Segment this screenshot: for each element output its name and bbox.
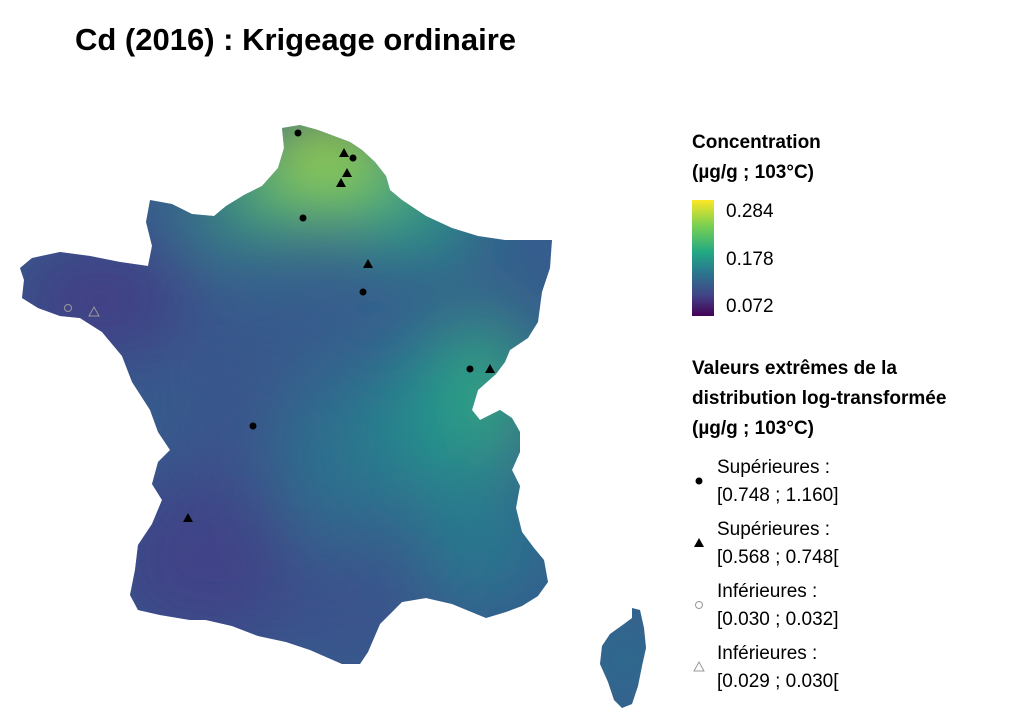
color-gradient <box>692 200 714 316</box>
marker-upper-extreme <box>299 214 307 222</box>
tick-label-high: 0.284 <box>726 201 774 222</box>
marker-upper-high <box>336 178 346 187</box>
concentration-colorbar: 0.284 0.178 0.072 <box>692 200 832 320</box>
marker-upper-high <box>342 168 352 177</box>
marker-upper-extreme <box>349 154 357 162</box>
filled-circle-icon <box>695 477 703 485</box>
sample-markers <box>64 129 495 522</box>
marker-upper-extreme <box>359 288 367 296</box>
marker-upper-high <box>183 513 193 522</box>
tick-label-low: 0.072 <box>726 296 774 317</box>
tick-label-mid: 0.178 <box>726 249 774 270</box>
open-triangle-icon <box>693 660 705 672</box>
marker-upper-high <box>339 148 349 157</box>
extremes-legend-title: Valeurs extrêmes de la distribution log-… <box>692 358 947 439</box>
open-circle-icon <box>695 601 703 609</box>
concentration-legend-title: Concentration (µg/g ; 103°C) <box>692 132 821 183</box>
marker-upper-high <box>485 364 495 373</box>
marker-lower-low <box>88 305 100 317</box>
krigeage-surface <box>20 125 646 708</box>
marker-upper-extreme <box>294 129 302 137</box>
marker-upper-high <box>363 259 373 268</box>
filled-triangle-icon <box>694 538 704 547</box>
marker-lower-extreme <box>64 304 72 312</box>
marker-upper-extreme <box>466 365 474 373</box>
map-title: Cd (2016) : Krigeage ordinaire <box>75 22 517 57</box>
marker-upper-extreme <box>249 422 257 430</box>
